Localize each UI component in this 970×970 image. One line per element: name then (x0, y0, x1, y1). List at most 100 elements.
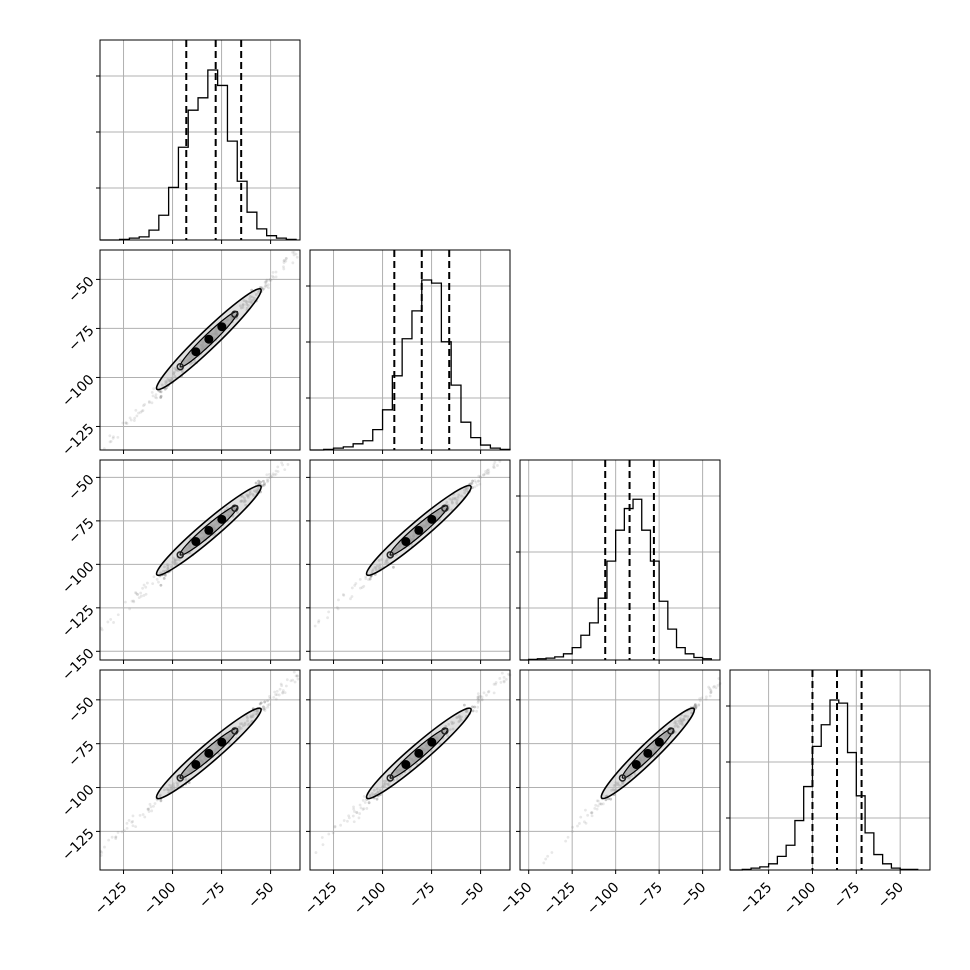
sample-point (135, 592, 139, 596)
axes-frame (99, 669, 301, 871)
sample-point (132, 599, 135, 603)
axes-frame (519, 459, 721, 661)
sample-point (350, 586, 354, 590)
sample-point (134, 408, 138, 412)
sample-point (578, 822, 581, 825)
y-tick-label: −100 (59, 372, 98, 411)
sample-point (268, 694, 271, 698)
sample-point (133, 416, 137, 420)
sample-point (109, 618, 113, 621)
sample-point (296, 677, 300, 681)
sample-point (473, 485, 477, 489)
density-ring (231, 310, 239, 318)
sample-point (292, 250, 296, 254)
x-tick-label: −125 (92, 880, 131, 919)
sample-point (347, 816, 351, 820)
sample-point (266, 480, 269, 484)
sample-point (284, 257, 288, 260)
sample-point (713, 684, 716, 688)
density-peak (414, 748, 424, 758)
sample-point (478, 475, 482, 479)
sample-point (355, 811, 359, 814)
panel-r2-c0 (96, 459, 301, 664)
sample-point (152, 575, 156, 579)
sample-point (360, 586, 364, 589)
sample-point (112, 435, 115, 439)
axes-frame (309, 249, 511, 451)
sample-point (137, 596, 141, 600)
sample-point (333, 825, 337, 829)
sample-point (294, 252, 298, 256)
sample-point (262, 707, 266, 711)
sample-point (263, 700, 267, 704)
sample-point (570, 829, 574, 833)
sample-point (264, 284, 267, 288)
sample-point (129, 418, 133, 422)
density-peak (191, 760, 201, 770)
x-tick-label: −100 (584, 880, 623, 919)
sample-point (584, 821, 588, 825)
sample-point (350, 595, 354, 598)
sample-point (284, 684, 288, 688)
sample-point (477, 694, 481, 698)
sample-point (475, 483, 479, 487)
sample-point (709, 689, 713, 693)
sample-point (272, 695, 276, 699)
sample-point (361, 799, 365, 802)
sample-point (268, 473, 271, 476)
sample-point (147, 810, 151, 813)
y-tick-label: −125 (59, 602, 98, 641)
y-tick-label: −75 (65, 323, 97, 355)
density-peak (401, 760, 411, 770)
sample-point (267, 286, 270, 290)
sample-point (586, 813, 590, 817)
sample-point (265, 473, 269, 477)
sample-point (147, 400, 151, 403)
sample-point (134, 591, 138, 595)
sample-point (111, 436, 115, 440)
sample-point (291, 678, 295, 682)
sample-point (583, 820, 586, 824)
sample-point (698, 697, 702, 701)
sample-point (353, 810, 356, 813)
sample-point (590, 814, 594, 818)
sample-point (349, 597, 352, 601)
sample-point (281, 691, 285, 695)
sample-point (271, 472, 275, 476)
sample-point (593, 806, 597, 810)
sample-point (368, 577, 372, 581)
sample-point (141, 409, 145, 412)
sample-point (476, 701, 480, 704)
sample-point (604, 798, 608, 802)
sample-point (272, 276, 275, 279)
density-peak (191, 537, 201, 547)
sample-point (144, 592, 148, 596)
sample-point (154, 393, 158, 397)
sample-point (275, 693, 279, 697)
sample-point (367, 801, 371, 805)
sample-point (270, 474, 274, 478)
sample-point (257, 482, 261, 486)
density-ring (231, 727, 239, 735)
x-tick-label: −125 (540, 880, 579, 919)
sample-point (263, 706, 267, 710)
sample-point (159, 583, 163, 587)
sample-point (462, 703, 466, 707)
sample-point (494, 681, 498, 684)
sample-point (282, 261, 286, 265)
sample-point (131, 814, 135, 818)
sample-point (483, 472, 487, 476)
sample-point (274, 469, 278, 473)
sample-point (263, 281, 267, 284)
sample-point (476, 705, 480, 709)
sample-point (262, 705, 265, 709)
histogram-step (100, 69, 297, 241)
axes-frame (99, 459, 301, 661)
density-peak (631, 760, 641, 770)
sample-point (358, 577, 362, 581)
sample-point (283, 691, 287, 695)
sample-point (363, 801, 367, 804)
density-peak (217, 514, 227, 524)
sample-point (485, 693, 488, 697)
sample-point (479, 695, 483, 698)
